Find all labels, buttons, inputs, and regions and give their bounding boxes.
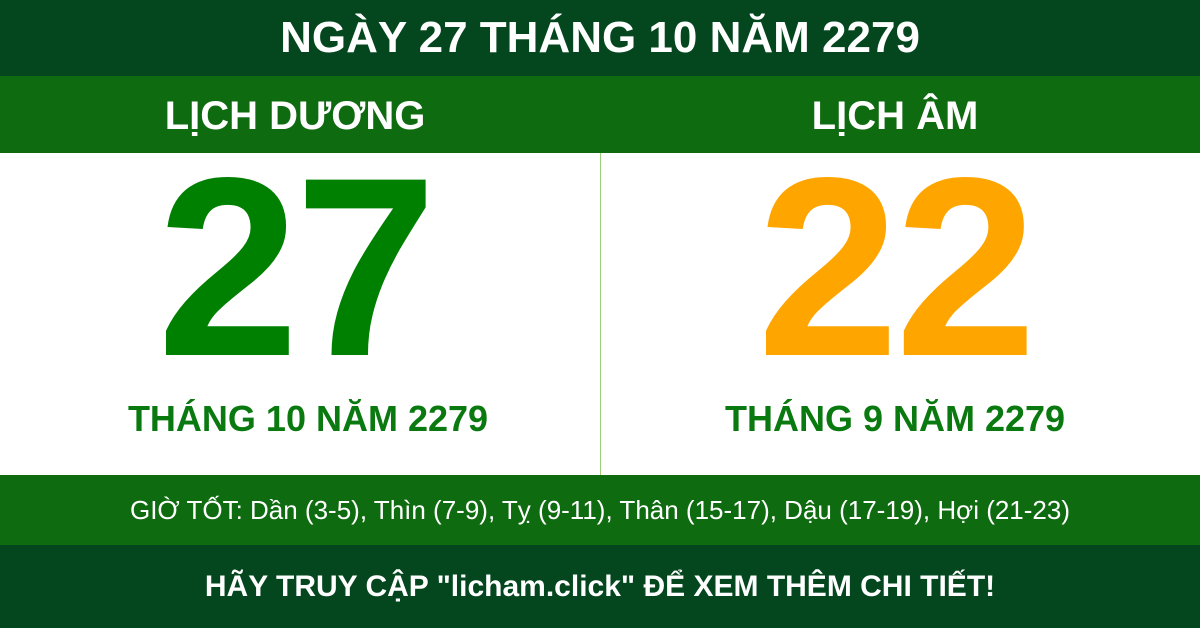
lunar-day: 22 xyxy=(757,125,1037,410)
column-divider xyxy=(600,153,601,475)
solar-calendar-panel: 27 THÁNG 10 NĂM 2279 xyxy=(0,125,595,475)
good-hours: GIỜ TỐT: Dần (3-5), Thìn (7-9), Tỵ (9-11… xyxy=(0,475,1200,545)
solar-calendar-label: LỊCH DƯƠNG xyxy=(164,94,426,138)
solar-month-year: THÁNG 10 NĂM 2279 xyxy=(127,398,489,439)
footer-cta: HÃY TRUY CẬP "licham.click" ĐỂ XEM THÊM … xyxy=(0,545,1200,628)
lunar-month-year: THÁNG 9 NĂM 2279 xyxy=(724,398,1066,439)
calendar-header-band: LỊCH DƯƠNG LỊCH ÂM xyxy=(0,76,1200,153)
lunar-calendar-panel: 22 THÁNG 9 NĂM 2279 xyxy=(595,125,1195,475)
page-title: NGÀY 27 THÁNG 10 NĂM 2279 xyxy=(0,0,1200,76)
solar-day: 27 xyxy=(157,125,437,410)
lunar-calendar-label: LỊCH ÂM xyxy=(811,94,979,138)
